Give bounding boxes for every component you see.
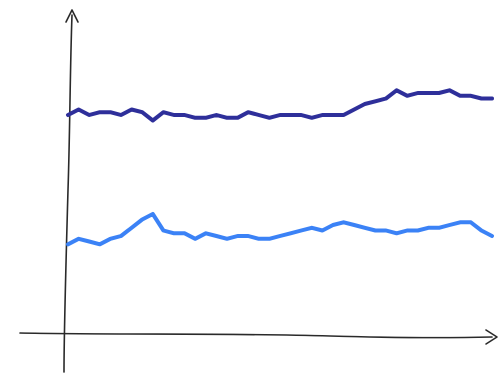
series-line-1 [66,88,494,123]
y-axis-arrowhead [65,9,79,23]
axes [19,9,498,373]
series-layer [66,88,494,247]
x-axis-line [19,332,493,339]
x-axis-arrowhead [485,329,498,345]
series-line-2 [66,212,494,247]
y-axis-line [63,14,73,373]
